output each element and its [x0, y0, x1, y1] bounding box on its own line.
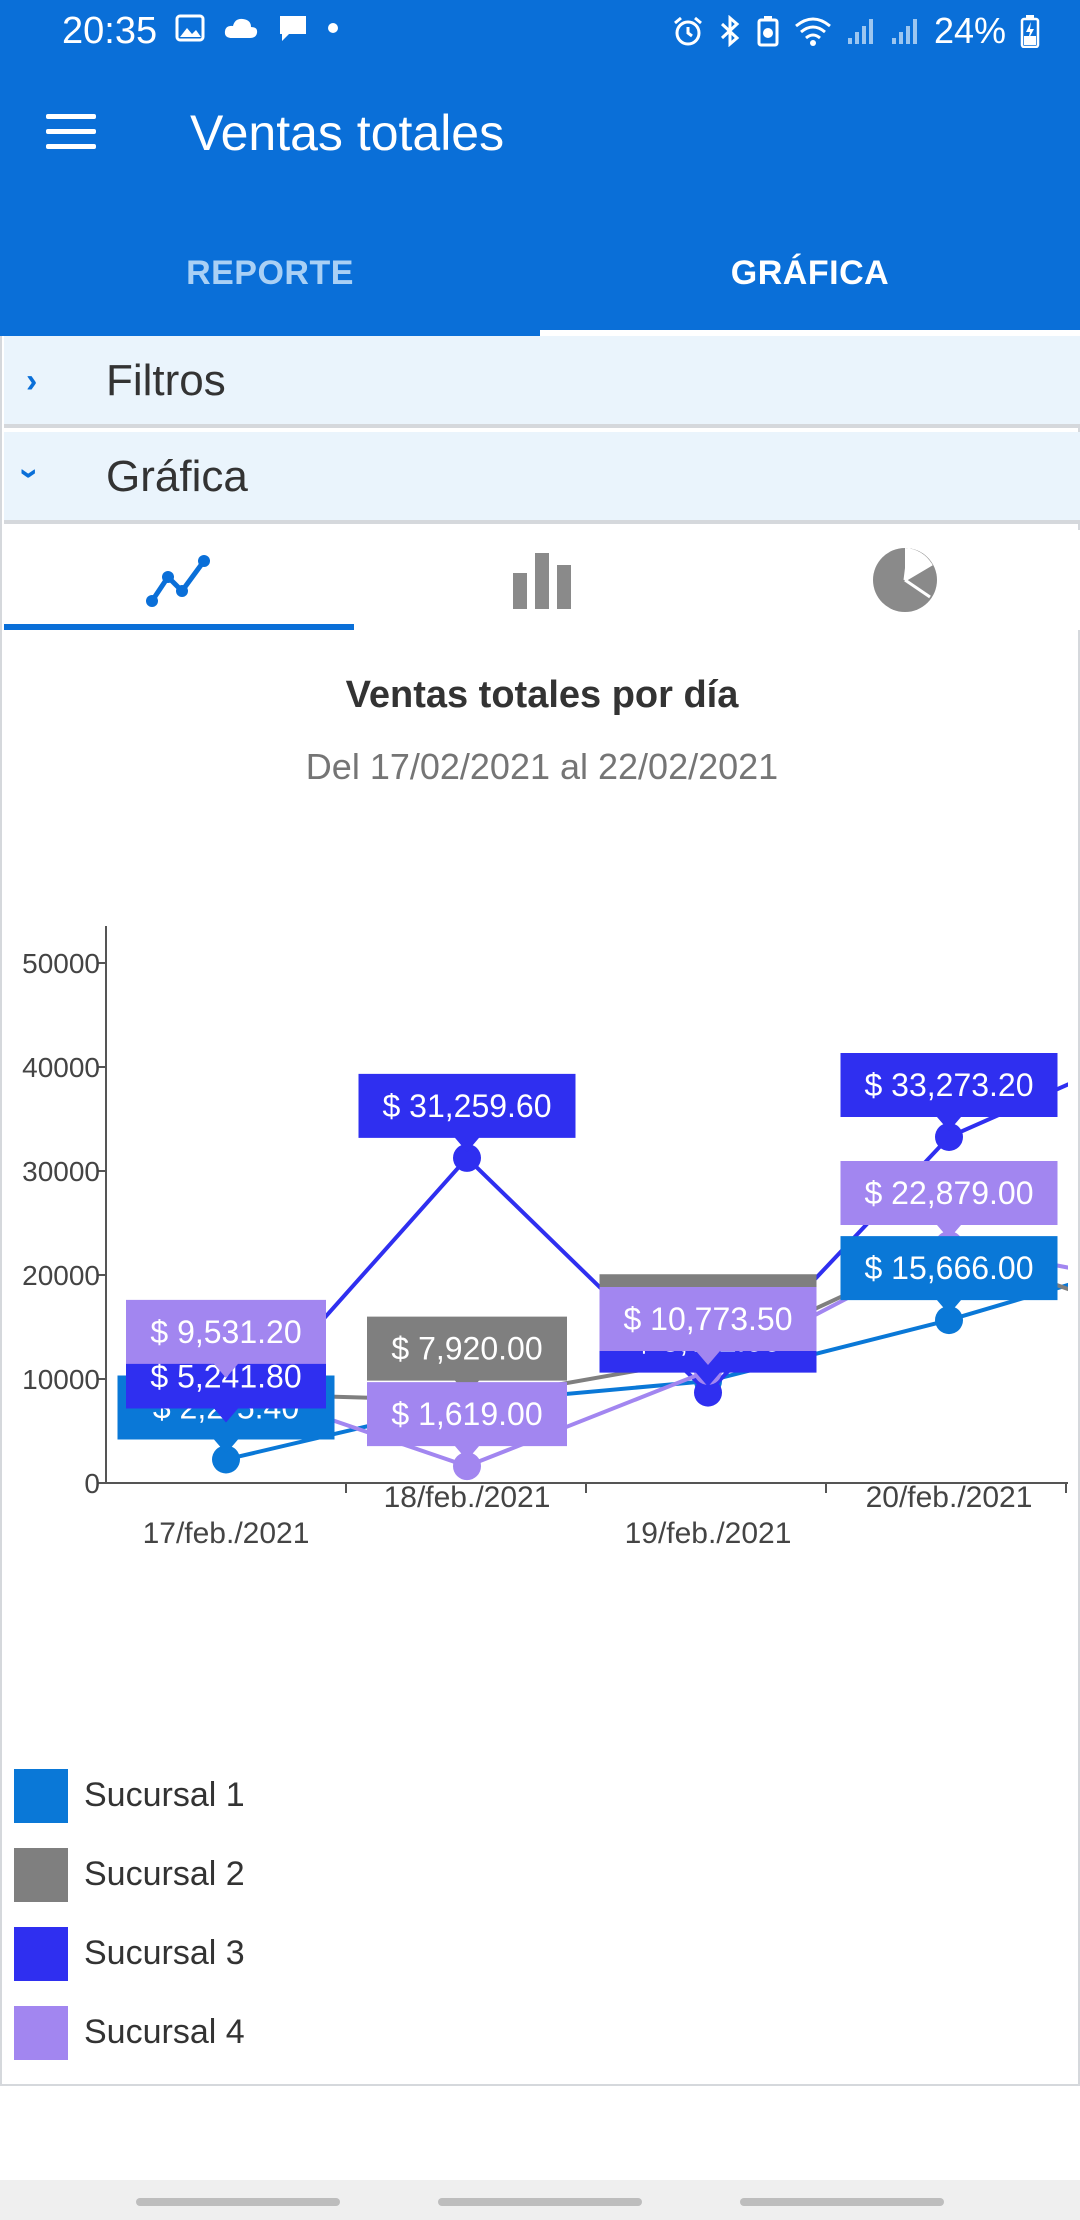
line-chart: 0 10000 20000 30000 40000 50000 17/feb./2021 18…	[22, 926, 1068, 1550]
legend-label: Sucursal 2	[84, 1855, 245, 1893]
data-label: $ 9,531.20	[150, 1314, 301, 1350]
y-tick-label: 10000	[22, 1364, 100, 1395]
tab-indicator	[540, 330, 1080, 336]
data-label-box	[367, 1316, 567, 1395]
legend-item-sucursal-2[interactable]: Sucursal 2	[14, 1835, 245, 1914]
data-point-s3-3	[694, 1378, 722, 1407]
chevron-right-icon: ›	[26, 362, 38, 400]
legend-label: Sucursal 3	[84, 1934, 245, 1972]
chevron-down-icon: ›	[11, 467, 50, 480]
accordion-grafica-label: Gráfica	[106, 452, 248, 501]
app-bar: Ventas totales	[0, 62, 1080, 210]
accordion-filtros-label: Filtros	[106, 356, 226, 405]
y-tick-label: 30000	[22, 1156, 100, 1187]
chart-type-pie[interactable]	[730, 530, 1080, 630]
battery-percent: 24%	[933, 10, 1006, 51]
data-point-s1-4	[935, 1306, 963, 1335]
bluetooth-icon	[720, 15, 740, 47]
data-label: $ 1,619.00	[391, 1396, 542, 1432]
page-title: Ventas totales	[190, 105, 505, 161]
legend-item-sucursal-4[interactable]: Sucursal 4	[14, 1993, 245, 2072]
bar-chart-icon	[513, 553, 571, 609]
pie-chart-icon	[873, 547, 937, 612]
line-chart-icon	[146, 555, 210, 607]
legend-swatch	[14, 2005, 68, 2060]
chart-type-bar[interactable]	[367, 530, 717, 630]
status-bar: 20:35 24%	[0, 0, 1080, 62]
x-tick-label: 18/feb./2021	[384, 1481, 551, 1514]
data-label: $ 31,259.60	[382, 1088, 551, 1124]
data-label: $ 10,773.50	[623, 1301, 792, 1337]
data-label-box	[840, 1161, 1058, 1240]
cloud-notification-icon	[224, 18, 258, 38]
legend-swatch	[14, 1847, 68, 1902]
data-label: $ 33,273.20	[864, 1067, 1033, 1103]
chart-type-tabs	[4, 530, 1080, 630]
chart-type-line[interactable]	[4, 530, 354, 630]
x-tick-label: 17/feb./2021	[143, 1517, 310, 1550]
dot-notification-icon	[328, 23, 338, 33]
wifi-icon	[794, 17, 831, 46]
content-panel: › Filtros › Gráfica	[0, 336, 1080, 2086]
system-nav-bar	[0, 2180, 1080, 2220]
y-tick-label: 50000	[22, 948, 100, 979]
legend-swatch	[14, 1926, 68, 1981]
data-label-box	[367, 1382, 567, 1461]
data-label-box	[126, 1299, 326, 1378]
accordion-filtros[interactable]: › Filtros	[4, 336, 1080, 428]
accordion-grafica[interactable]: › Gráfica	[4, 432, 1080, 524]
x-tick-label: 19/feb./2021	[625, 1517, 792, 1550]
y-tick-label: 40000	[22, 1052, 100, 1083]
tab-grafica[interactable]: GRÁFICA	[730, 253, 890, 292]
y-tick-label: 0	[84, 1468, 100, 1499]
data-label: $ 7,920.00	[391, 1331, 542, 1367]
legend-swatch	[14, 1768, 68, 1823]
chart-title: Ventas totales por día	[345, 674, 739, 716]
legend-item-sucursal-3[interactable]: Sucursal 3	[14, 1914, 245, 1993]
tab-reporte[interactable]: REPORTE	[186, 253, 354, 292]
data-label-box	[599, 1286, 817, 1365]
alarm-icon	[673, 16, 702, 46]
data-point-s1-1	[212, 1445, 240, 1474]
signal-icon-1	[847, 19, 873, 44]
battery-saver-icon	[757, 16, 779, 47]
data-label: $ 15,666.00	[864, 1250, 1033, 1286]
data-point-s4-2	[453, 1452, 481, 1481]
message-notification-icon	[280, 16, 306, 41]
data-label-box	[126, 1344, 326, 1423]
data-point-s3-2	[453, 1143, 481, 1172]
chart-legend: Sucursal 1 Sucursal 2 Sucursal 3 Sucursa…	[14, 1756, 245, 2072]
hamburger-menu-icon[interactable]	[46, 114, 100, 154]
data-label: $ 22,879.00	[864, 1175, 1033, 1211]
battery-charging-icon	[1020, 15, 1040, 48]
chart-type-indicator	[4, 624, 354, 630]
legend-label: Sucursal 1	[84, 1776, 245, 1814]
status-time: 20:35	[62, 10, 158, 52]
nav-back-button[interactable]	[740, 2198, 944, 2206]
chart-subtitle: Del 17/02/2021 al 22/02/2021	[305, 746, 779, 787]
data-label-box	[840, 1236, 1058, 1315]
data-point-s3-4	[935, 1122, 963, 1151]
legend-item-sucursal-1[interactable]: Sucursal 1	[14, 1756, 245, 1835]
main-tabs: REPORTE GRÁFICA	[0, 210, 1080, 336]
data-label-box	[358, 1073, 576, 1152]
nav-recents-button[interactable]	[136, 2198, 340, 2206]
y-tick-label: 20000	[22, 1260, 100, 1291]
image-notification-icon	[175, 14, 205, 42]
nav-home-button[interactable]	[438, 2198, 642, 2206]
legend-label: Sucursal 4	[84, 2013, 245, 2051]
data-label-box	[840, 1052, 1058, 1131]
signal-icon-2	[891, 19, 917, 44]
x-tick-label: 20/feb./2021	[866, 1481, 1033, 1514]
